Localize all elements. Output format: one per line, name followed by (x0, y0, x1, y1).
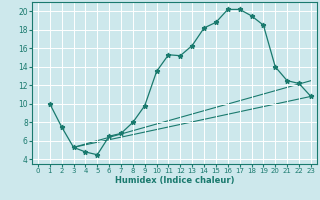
X-axis label: Humidex (Indice chaleur): Humidex (Indice chaleur) (115, 176, 234, 185)
